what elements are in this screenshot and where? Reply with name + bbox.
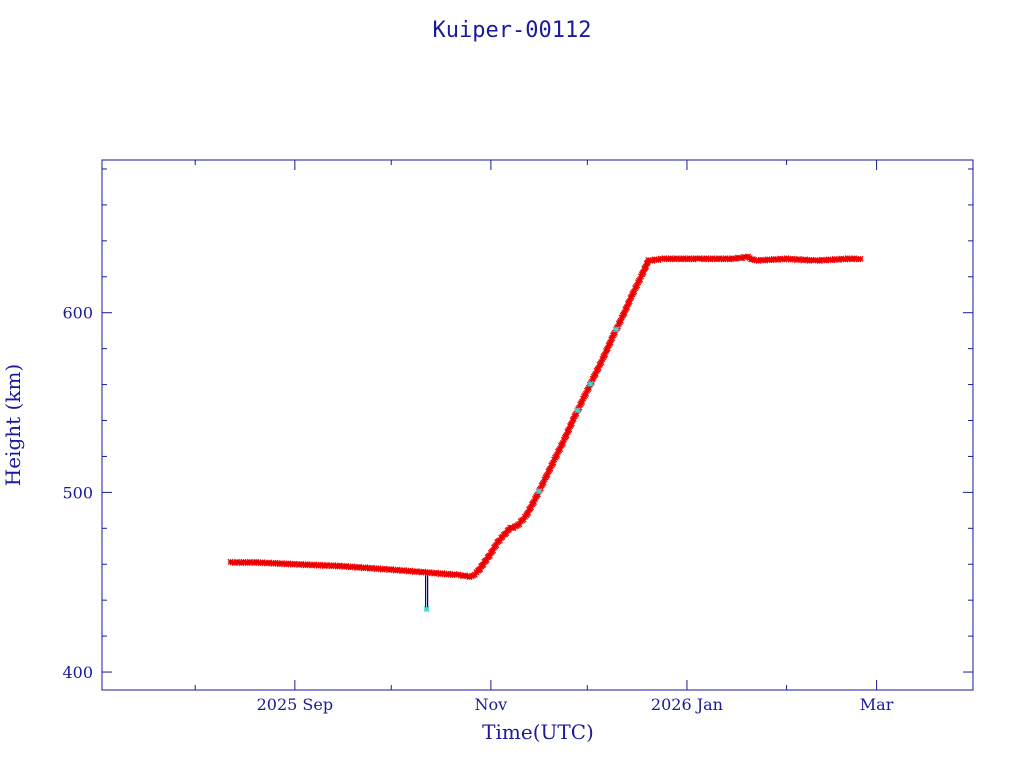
- height-trend-line: [230, 256, 861, 578]
- data-point: [857, 255, 864, 262]
- x-axis-label: Time(UTC): [482, 720, 594, 744]
- data-points-layer: [227, 253, 864, 613]
- data-point-alt: [587, 380, 594, 388]
- data-point-alt: [536, 488, 543, 495]
- y-axis-tick-labels: 400 500 600: [62, 304, 93, 682]
- x-tick-label: 2026 Jan: [651, 695, 723, 714]
- x-tick-label: 2025 Sep: [257, 695, 333, 714]
- data-point: [573, 410, 580, 417]
- x-axis-tick-labels: 2025 Sep Nov 2026 Jan Mar: [257, 695, 894, 714]
- data-point-alt: [613, 326, 620, 333]
- x-tick-label: Nov: [475, 695, 508, 714]
- y-axis-label: Height (km): [1, 364, 25, 486]
- data-line-layer: [230, 256, 861, 610]
- y-tick-label: 500: [62, 483, 93, 502]
- plot-frame: [101, 159, 974, 691]
- data-point: [634, 282, 641, 289]
- data-point-alt: [574, 407, 581, 414]
- y-axis-ticks: [102, 168, 973, 673]
- x-tick-label: Mar: [860, 695, 894, 714]
- data-point-outlier: [423, 606, 430, 613]
- y-tick-label: 600: [62, 304, 93, 323]
- x-axis-ticks: [194, 160, 878, 690]
- y-tick-label: 400: [62, 663, 93, 682]
- chart-title: Kuiper-00112: [433, 18, 592, 43]
